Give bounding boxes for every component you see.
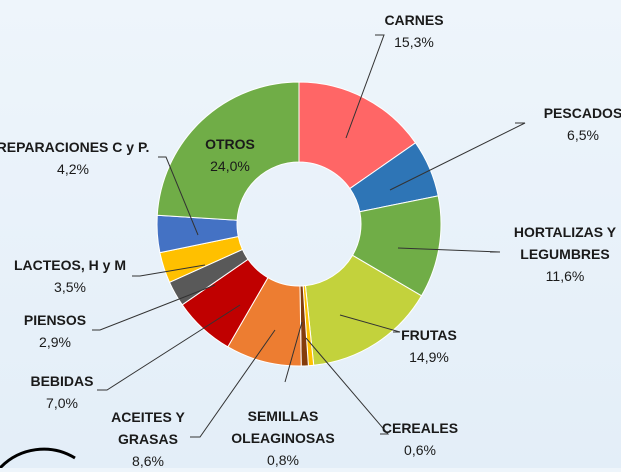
category-label: PIENSOS — [23, 312, 87, 328]
leader-line — [389, 122, 526, 191]
category-label: LACTEOS, H y M — [13, 257, 126, 273]
slice-label: FRUTAS 14,9% — [379, 324, 479, 368]
category-label: SEMILLAS OLEAGINOSAS — [231, 408, 335, 446]
leader-line — [345, 34, 385, 139]
value-label: 7,0% — [46, 395, 78, 411]
slice-label: SEMILLAS OLEAGINOSAS 0,8% — [228, 405, 338, 471]
leader-line — [97, 304, 241, 391]
slice-label: LACTEOS, H y M 3,5% — [0, 254, 145, 298]
value-label: 6,5% — [567, 127, 599, 143]
value-label: 24,0% — [210, 158, 250, 174]
leader-line — [132, 264, 206, 277]
slice-label: REPARACIONES C y P. 4,2% — [0, 136, 153, 180]
slice-label: ACEITES Y GRASAS 8,6% — [108, 406, 188, 472]
slice-label: PIENSOS 2,9% — [5, 309, 105, 353]
value-label: 11,6% — [545, 268, 585, 284]
value-label: 2,9% — [39, 334, 71, 350]
category-label: ACEITES Y GRASAS — [111, 409, 185, 447]
category-label: PESCADOS — [543, 105, 621, 121]
value-label: 15,3% — [394, 34, 434, 50]
category-label: CARNES — [384, 12, 444, 28]
slice-label: CARNES 15,3% — [354, 9, 474, 53]
slice-label: CEREALES 0,6% — [370, 417, 470, 461]
category-label: HORTALIZAS Y LEGUMBRES — [513, 224, 617, 262]
donut-slice — [304, 254, 423, 366]
leader-line — [397, 247, 501, 253]
slice-label: HORTALIZAS Y LEGUMBRES 11,6% — [510, 221, 620, 287]
category-label: OTROS — [205, 136, 255, 152]
category-label: CEREALES — [381, 420, 459, 436]
category-label: FRUTAS — [401, 327, 457, 343]
leader-line — [158, 156, 199, 236]
leader-line — [284, 321, 303, 383]
value-label: 0,6% — [404, 442, 436, 458]
value-label: 0,8% — [267, 452, 299, 468]
donut-slice — [156, 81, 300, 221]
value-label: 4,2% — [57, 161, 89, 177]
category-label: BEBIDAS — [30, 373, 94, 389]
leader-line — [339, 314, 401, 333]
value-label: 14,9% — [409, 349, 449, 365]
slice-label: BEBIDAS 7,0% — [12, 370, 112, 414]
leader-line — [190, 329, 276, 438]
slice-label: PESCADOS 6,5% — [523, 102, 621, 146]
value-label: 8,6% — [132, 453, 164, 469]
logo-fragment — [0, 447, 76, 468]
leader-line — [305, 337, 390, 435]
category-label: REPARACIONES C y P. — [0, 139, 150, 155]
slice-label: OTROS 24,0% — [180, 133, 280, 177]
leader-line — [92, 284, 216, 331]
value-label: 3,5% — [54, 279, 86, 295]
